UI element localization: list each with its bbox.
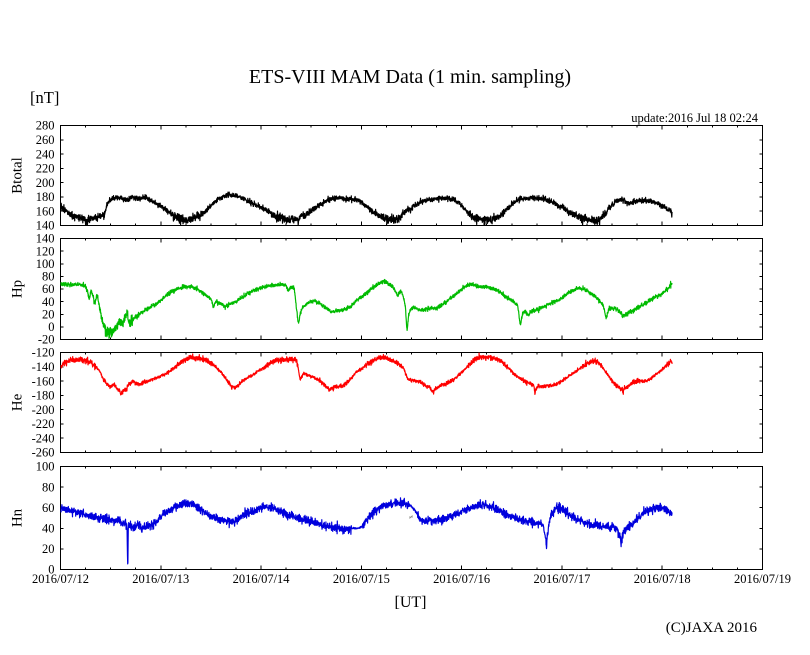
svg-text:2016/07/19: 2016/07/19: [734, 572, 791, 586]
svg-text:-260: -260: [32, 446, 55, 460]
svg-text:0: 0: [48, 320, 54, 334]
svg-text:2016/07/17: 2016/07/17: [533, 572, 590, 586]
svg-text:140: 140: [36, 219, 55, 233]
svg-text:2016/07/16: 2016/07/16: [433, 572, 490, 586]
svg-text:20: 20: [42, 542, 55, 556]
svg-text:240: 240: [36, 147, 55, 161]
svg-text:Hn: Hn: [10, 508, 26, 527]
svg-text:2016/07/13: 2016/07/13: [132, 572, 189, 586]
svg-text:40: 40: [42, 295, 55, 309]
svg-text:40: 40: [42, 522, 55, 536]
svg-text:2016/07/14: 2016/07/14: [233, 572, 291, 586]
svg-text:100: 100: [36, 257, 55, 271]
svg-text:180: 180: [36, 190, 55, 204]
svg-text:-180: -180: [32, 389, 55, 403]
svg-text:-240: -240: [32, 431, 55, 445]
svg-text:100: 100: [36, 460, 55, 474]
svg-text:2016/07/18: 2016/07/18: [634, 572, 691, 586]
svg-text:Hp: Hp: [10, 280, 26, 298]
svg-text:-200: -200: [32, 403, 55, 417]
svg-text:Btotal: Btotal: [10, 157, 26, 194]
svg-text:-20: -20: [38, 333, 55, 347]
svg-text:80: 80: [42, 480, 55, 494]
svg-text:2016/07/12: 2016/07/12: [32, 572, 89, 586]
svg-text:2016/07/15: 2016/07/15: [333, 572, 390, 586]
svg-text:60: 60: [42, 501, 55, 515]
svg-text:20: 20: [42, 307, 55, 321]
svg-text:(C)JAXA 2016: (C)JAXA 2016: [666, 620, 758, 636]
svg-text:-120: -120: [32, 346, 55, 360]
svg-text:280: 280: [36, 119, 55, 133]
svg-text:ETS-VIII MAM Data (1 min. samp: ETS-VIII MAM Data (1 min. sampling): [249, 66, 571, 88]
svg-text:[UT]: [UT]: [395, 594, 427, 611]
svg-text:60: 60: [42, 282, 55, 296]
svg-text:120: 120: [36, 244, 55, 258]
svg-text:260: 260: [36, 133, 55, 147]
svg-text:140: 140: [36, 232, 55, 246]
svg-text:160: 160: [36, 204, 55, 218]
svg-text:200: 200: [36, 176, 55, 190]
svg-text:-140: -140: [32, 360, 55, 374]
svg-text:update:2016 Jul 18 02:24: update:2016 Jul 18 02:24: [631, 111, 758, 125]
svg-text:220: 220: [36, 162, 55, 176]
svg-text:He: He: [10, 393, 26, 411]
svg-text:-220: -220: [32, 417, 55, 431]
svg-text:[nT]: [nT]: [30, 88, 59, 107]
svg-text:0: 0: [48, 563, 54, 577]
svg-text:-160: -160: [32, 374, 55, 388]
svg-text:80: 80: [42, 270, 55, 284]
